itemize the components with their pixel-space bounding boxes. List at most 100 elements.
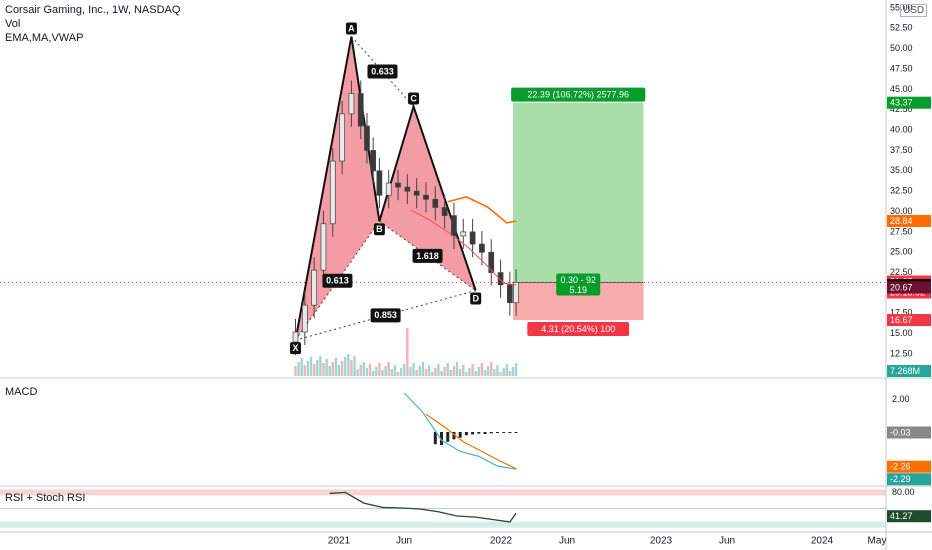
volume-bars bbox=[294, 328, 518, 376]
price-axis-tick: 40.00 bbox=[890, 124, 913, 134]
time-axis-tick: 2024 bbox=[811, 536, 834, 547]
volume-bar bbox=[387, 362, 390, 376]
macd-value-tag: -0.03 bbox=[890, 427, 911, 437]
volume-bar bbox=[362, 362, 366, 376]
macd-histogram-bar bbox=[440, 432, 444, 445]
volume-bar bbox=[480, 363, 484, 376]
candles bbox=[292, 80, 519, 355]
volume-bar bbox=[406, 328, 409, 376]
rsi-pane-label[interactable]: RSI + Stoch RSI bbox=[5, 492, 86, 504]
stop-loss-label-bg bbox=[527, 322, 630, 337]
volume-bar bbox=[359, 365, 362, 376]
price-axis-tick: 42.50 bbox=[890, 104, 913, 114]
price-axis-tick: 37.50 bbox=[890, 145, 913, 155]
volume-bar bbox=[403, 364, 406, 376]
volume-bar bbox=[316, 360, 319, 376]
price-tag-bg bbox=[887, 365, 931, 377]
volume-bar bbox=[399, 368, 403, 376]
entry-label-line2: 5.19 bbox=[569, 285, 587, 295]
candle-body bbox=[370, 150, 377, 172]
symbol-title[interactable]: Corsair Gaming, Inc., 1W, NASDAQ bbox=[5, 4, 181, 16]
rsi-tag-bg bbox=[887, 510, 931, 523]
price-axis-tick: 52.50 bbox=[890, 23, 913, 33]
indicator-lines bbox=[410, 196, 517, 286]
ratio-label: 0.853 bbox=[374, 310, 397, 320]
ratio-label: 1.618 bbox=[416, 251, 439, 261]
volume-bar bbox=[384, 366, 387, 376]
volume-bar bbox=[393, 365, 397, 376]
candle-body bbox=[460, 231, 467, 237]
volume-bar bbox=[486, 366, 490, 376]
price-axis-tick: 25.00 bbox=[890, 247, 913, 257]
volume-bar bbox=[312, 364, 316, 376]
macd-histogram-bar bbox=[477, 432, 481, 434]
volume-bar bbox=[356, 369, 359, 376]
price-tag-vwap: 20.67 bbox=[890, 282, 913, 292]
macd-histogram-bar bbox=[495, 432, 499, 433]
volume-bar bbox=[490, 362, 493, 376]
volume-bar bbox=[381, 370, 384, 376]
macd-histogram-bar bbox=[502, 432, 506, 433]
volume-bar bbox=[347, 354, 350, 376]
indicators-label[interactable]: EMA,MA,VWAP bbox=[5, 32, 84, 44]
ratio-label-bg bbox=[412, 248, 443, 263]
volume-bar bbox=[499, 372, 502, 376]
macd-line bbox=[403, 392, 517, 470]
macd-pane-label[interactable]: MACD bbox=[5, 386, 38, 398]
volume-bar bbox=[368, 364, 372, 376]
candle-body bbox=[364, 125, 370, 151]
time-axis-tick: 2021 bbox=[328, 536, 351, 547]
volume-bar bbox=[300, 358, 303, 376]
price-axis-tick: 50.00 bbox=[890, 43, 913, 53]
entry-label-line1: 0.30 - 92 bbox=[560, 275, 596, 285]
macd-histogram-bar bbox=[458, 432, 462, 438]
candle-body bbox=[301, 304, 308, 333]
volume-bar bbox=[452, 366, 456, 376]
volume-indicator-label[interactable]: Vol bbox=[5, 18, 21, 30]
price-axis: 55.00 52.50 50.00 47.50 45.00 42.50 40.00 37.50… bbox=[887, 2, 931, 523]
candle-body bbox=[385, 182, 392, 196]
volume-bar bbox=[440, 371, 443, 376]
candle-body bbox=[507, 284, 513, 304]
volume-bar bbox=[511, 367, 515, 376]
volume-bar bbox=[375, 367, 378, 376]
pattern-point-c-bg bbox=[408, 92, 420, 105]
price-tag-bg bbox=[887, 214, 931, 227]
harmonic-pattern bbox=[294, 36, 477, 341]
candle-body bbox=[376, 170, 383, 196]
triangle-xab bbox=[295, 36, 380, 341]
volume-bar bbox=[412, 363, 415, 376]
pattern-point-b: B bbox=[376, 224, 383, 234]
pattern-ratio-line bbox=[295, 221, 380, 341]
stop-loss-label: 4.31 (20.54%) 100 bbox=[541, 324, 615, 334]
volume-bar bbox=[365, 368, 369, 376]
candle-body bbox=[469, 231, 476, 245]
candle-body bbox=[329, 160, 336, 225]
pattern-labels: X A B C D 0.633 0.613 1.618 0.853 22.39 (106.72%)… bbox=[290, 22, 646, 355]
candle-body bbox=[451, 215, 457, 237]
time-axis-tick: May bbox=[868, 536, 887, 547]
volume-bar bbox=[334, 358, 338, 376]
volume-bar bbox=[434, 368, 437, 376]
time-axis-tick: 2023 bbox=[650, 536, 673, 547]
volume-bar bbox=[508, 371, 512, 376]
candle-body bbox=[292, 331, 299, 343]
volume-bar bbox=[415, 370, 418, 376]
macd-histogram-bar bbox=[514, 432, 518, 433]
volume-bar bbox=[322, 363, 325, 376]
candle-body bbox=[423, 194, 429, 200]
macd-histogram-bar bbox=[433, 432, 437, 445]
price-tag-moving-average: 28.84 bbox=[890, 216, 913, 226]
ratio-label: 0.613 bbox=[326, 276, 349, 286]
candle-body bbox=[497, 272, 504, 286]
volume-bar bbox=[449, 370, 453, 376]
volume-bar bbox=[306, 361, 310, 376]
macd-histogram-bar bbox=[471, 432, 475, 435]
currency-label[interactable]: USD bbox=[900, 4, 928, 17]
price-axis-tick: 35.00 bbox=[890, 165, 913, 175]
volume-bar bbox=[514, 363, 518, 376]
candle-body bbox=[479, 243, 485, 253]
volume-bar bbox=[328, 366, 331, 376]
